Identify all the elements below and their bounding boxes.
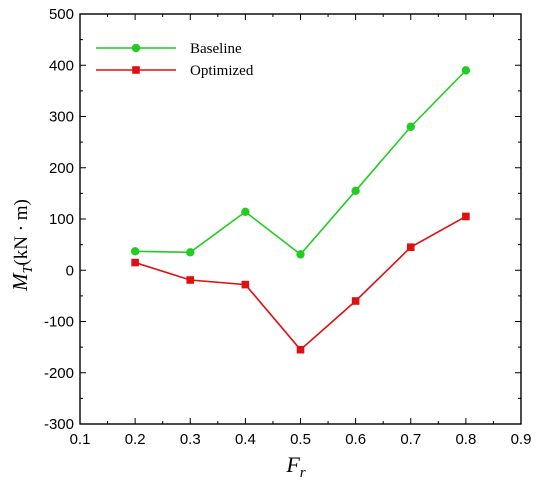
y-axis-title: MT(kN · m): [8, 199, 36, 292]
legend-label-0: Baseline: [190, 41, 242, 57]
y-tick-label-7: 400: [49, 57, 74, 74]
series-line-0: [135, 69, 467, 256]
y-axis-title-unit: (kN · m): [11, 199, 32, 265]
series-layer: [130, 66, 471, 354]
y-tick-label-8: 500: [49, 6, 74, 23]
legend: Baseline Optimized: [96, 41, 254, 79]
x-tick-label-8: 0.9: [511, 431, 532, 448]
legend-marker-1: [132, 66, 140, 74]
y-tick-label-1: -200: [44, 365, 74, 382]
y-tick-label-0: -300: [44, 416, 74, 433]
x-tick-label-2: 0.3: [180, 431, 201, 448]
x-tick-label-6: 0.7: [400, 431, 421, 448]
series-0-point-3: [296, 250, 305, 259]
x-axis-title-main: F: [285, 452, 300, 477]
series-line-1: [134, 215, 467, 351]
x-axis-title-sub: r: [300, 465, 306, 481]
series-0-point-6: [461, 66, 471, 75]
series-0-point-4: [351, 186, 360, 196]
legend-marker-0: [131, 43, 141, 53]
series-0-point-1: [186, 248, 195, 257]
legend-label-1: Optimized: [190, 63, 254, 79]
x-tick-label-5: 0.6: [345, 431, 366, 448]
series-1-point-3: [296, 345, 305, 354]
x-tick-label-1: 0.2: [125, 431, 146, 448]
series-0-point-0: [130, 247, 140, 256]
y-tick-label-3: 0: [66, 262, 74, 279]
series-0-point-2: [241, 207, 250, 217]
series-1-point-1: [186, 276, 195, 284]
series-1-point-4: [351, 297, 360, 305]
axes: -300 -200 -100 0 100 200 300 400 500 0.1 0.2 0.3 0.4…: [44, 6, 531, 448]
y-tick-label-2: -100: [44, 314, 74, 331]
x-tick-label-0: 0.1: [70, 431, 91, 448]
series-1-point-0: [131, 258, 139, 267]
x-tick-label-7: 0.8: [455, 431, 476, 448]
series-1-point-5: [406, 243, 415, 251]
y-axis-title-main: M: [8, 272, 32, 292]
series-1-point-2: [241, 280, 250, 289]
y-axis-title-sub: T: [21, 264, 36, 273]
x-tick-label-3: 0.4: [235, 431, 256, 448]
y-tick-label-6: 300: [49, 109, 74, 126]
x-tick-label-4: 0.5: [290, 431, 311, 448]
plot-frame: [79, 13, 522, 425]
y-tick-label-4: 100: [49, 211, 74, 228]
series-0-point-5: [406, 122, 415, 131]
series-1-point-6: [462, 212, 470, 221]
x-axis-title: Fr: [285, 452, 305, 481]
y-tick-label-5: 200: [49, 160, 74, 177]
